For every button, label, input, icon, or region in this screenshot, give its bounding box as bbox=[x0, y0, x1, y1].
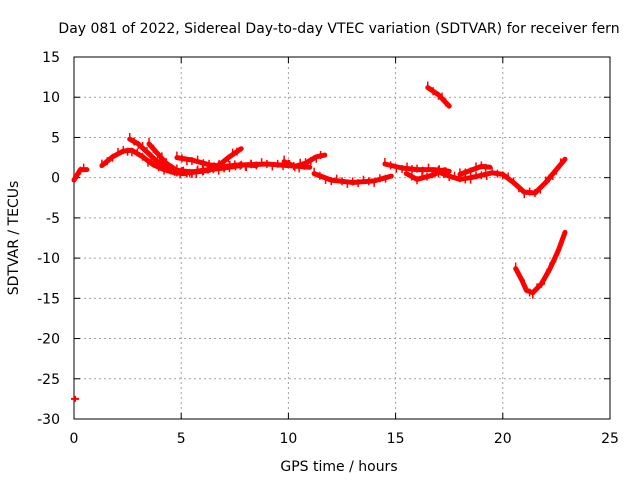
y-tick-label: 0 bbox=[51, 171, 60, 187]
ticks: 0 5 10 15 20 25 15 10 5 0 -5 -10 -15 -20 -25 -30 bbox=[37, 50, 619, 447]
y-tick-label: -15 bbox=[37, 291, 60, 307]
x-tick-label: 20 bbox=[494, 431, 512, 447]
y-tick-label: 15 bbox=[42, 50, 60, 66]
x-tick-label: 25 bbox=[601, 431, 619, 447]
y-tick-label: -20 bbox=[37, 332, 60, 348]
y-tick-label: -30 bbox=[37, 412, 60, 428]
data-series bbox=[71, 81, 568, 402]
y-axis-label: SDTVAR / TECUs bbox=[6, 181, 22, 296]
x-tick-label: 0 bbox=[70, 431, 79, 447]
x-tick-label: 5 bbox=[177, 431, 186, 447]
x-tick-label: 10 bbox=[279, 431, 297, 447]
y-tick-label: 10 bbox=[42, 90, 60, 106]
y-tick-label: -5 bbox=[46, 211, 60, 227]
plot-frame bbox=[73, 56, 611, 420]
y-tick-label: -25 bbox=[37, 372, 60, 388]
x-axis-label: GPS time / hours bbox=[280, 459, 397, 475]
chart-title: Day 081 of 2022, Sidereal Day-to-day VTE… bbox=[58, 21, 619, 37]
y-tick-label: 5 bbox=[51, 130, 60, 146]
y-tick-label: -10 bbox=[37, 251, 60, 267]
grid bbox=[74, 57, 610, 419]
x-tick-label: 15 bbox=[387, 431, 405, 447]
data-point bbox=[71, 395, 80, 402]
